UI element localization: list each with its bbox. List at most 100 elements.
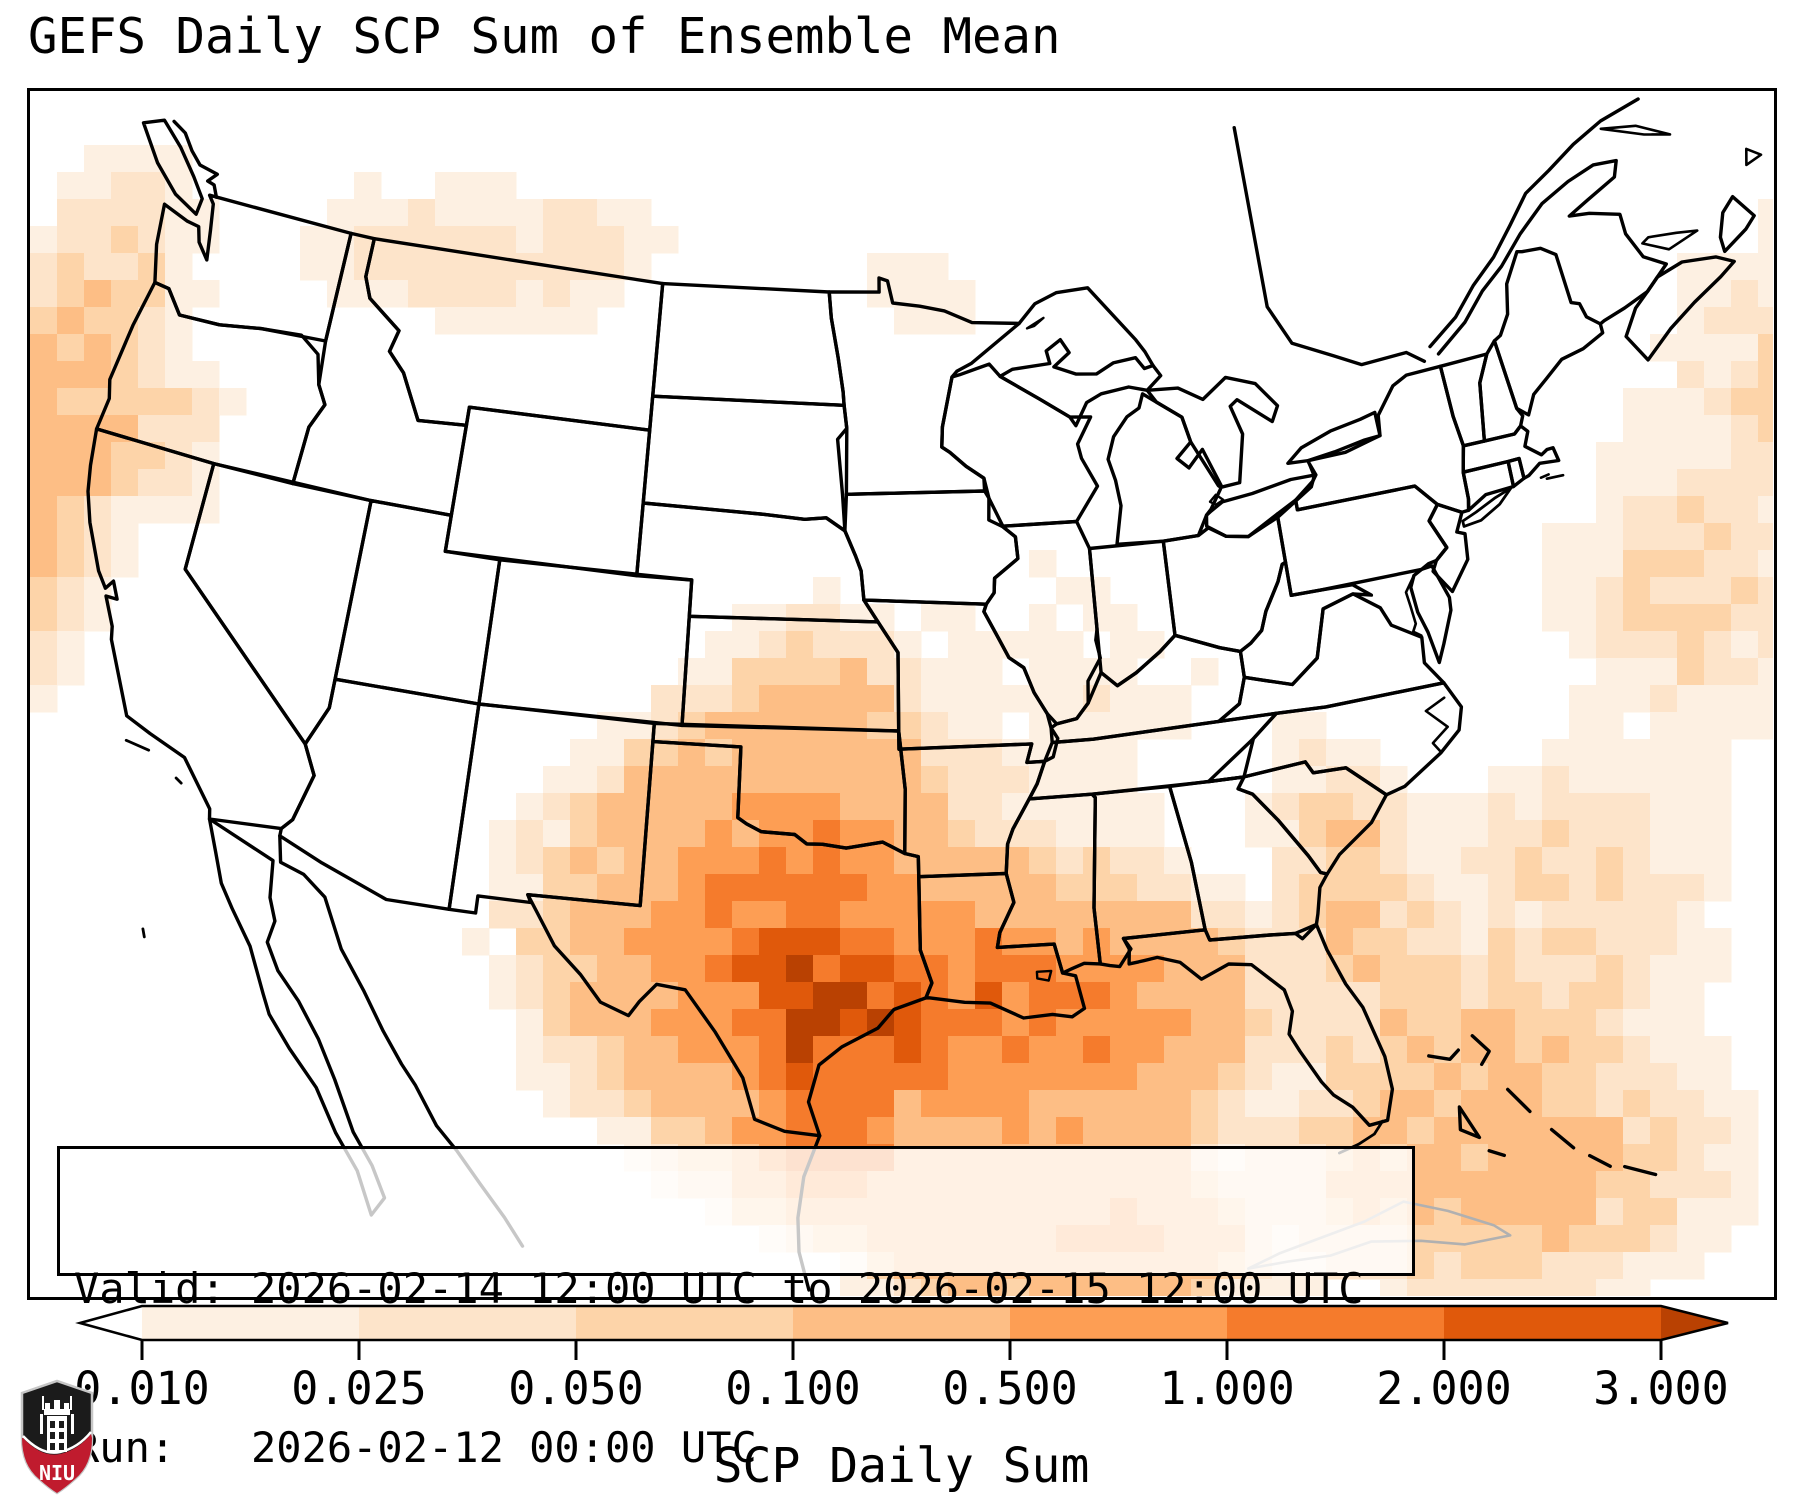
- geo-boundary-pei: [1641, 229, 1699, 251]
- heatmap-cell: [597, 1090, 625, 1118]
- heatmap-cell: [57, 442, 85, 470]
- heatmap-cell: [1245, 1063, 1273, 1091]
- heatmap-cell: [1326, 874, 1354, 902]
- heatmap-cell: [813, 1009, 841, 1037]
- heatmap-cell: [1542, 1144, 1570, 1172]
- heatmap-cell: [1542, 604, 1570, 632]
- heatmap-cell: [1623, 1279, 1651, 1296]
- heatmap-cell: [651, 1117, 679, 1145]
- heatmap-cell: [948, 793, 976, 821]
- heatmap-cell: [1758, 388, 1773, 416]
- heatmap-cell: [948, 955, 976, 983]
- heatmap-cell: [651, 685, 679, 713]
- heatmap-cell: [1569, 1198, 1597, 1226]
- heatmap-cell: [1002, 1279, 1030, 1296]
- heatmap-cell: [1704, 1225, 1732, 1253]
- heatmap-cell: [1461, 982, 1489, 1010]
- heatmap-cell: [1650, 1144, 1678, 1172]
- heatmap-cell: [786, 685, 814, 713]
- heatmap-cell: [138, 361, 166, 389]
- heatmap-cell: [489, 172, 517, 200]
- colorbar-segment: [793, 1306, 1011, 1340]
- heatmap-cell: [1191, 1009, 1219, 1037]
- heatmap-cell: [543, 199, 571, 227]
- heatmap-cell: [840, 847, 868, 875]
- heatmap-cell: [597, 982, 625, 1010]
- colorbar-segment: [576, 1306, 794, 1340]
- heatmap-cell: [1596, 847, 1624, 875]
- heatmap-cell: [1461, 901, 1489, 929]
- heatmap-cell: [1596, 1009, 1624, 1037]
- heatmap-cell: [1056, 766, 1084, 794]
- heatmap-cell: [84, 226, 112, 254]
- heatmap-cell: [597, 280, 625, 308]
- geo-boundary-superior_north: [1017, 286, 1155, 368]
- heatmap-cell: [624, 1063, 652, 1091]
- heatmap-cell: [300, 226, 328, 254]
- heatmap-cell: [1677, 523, 1705, 551]
- heatmap-cell: [543, 307, 571, 335]
- heatmap-cell: [1002, 1090, 1030, 1118]
- heatmap-cell: [1083, 955, 1111, 983]
- heatmap-cell: [1569, 1171, 1597, 1199]
- heatmap-cell: [921, 1090, 949, 1118]
- heatmap-cell: [1272, 1090, 1300, 1118]
- heatmap-cell: [651, 847, 679, 875]
- heatmap-cell: [1596, 1171, 1624, 1199]
- heatmap-cell: [1677, 280, 1705, 308]
- heatmap-cell: [1029, 820, 1057, 848]
- heatmap-cell: [975, 847, 1003, 875]
- heatmap-cell: [759, 928, 787, 956]
- heatmap-cell: [1515, 1036, 1543, 1064]
- geo-boundary-bahama_eleuthera: [1506, 1087, 1532, 1114]
- heatmap-cell: [1731, 469, 1759, 497]
- heatmap-cell: [921, 793, 949, 821]
- heatmap-cell: [84, 442, 112, 470]
- heatmap-cell: [624, 712, 652, 740]
- heatmap-cell: [705, 901, 733, 929]
- heatmap-cell: [1191, 1036, 1219, 1064]
- heatmap-cell: [57, 226, 85, 254]
- heatmap-cell: [111, 226, 139, 254]
- heatmap-cell: [1569, 1279, 1597, 1296]
- heatmap-cell: [1542, 1090, 1570, 1118]
- heatmap-cell: [651, 1063, 679, 1091]
- heatmap-cell: [1461, 1252, 1489, 1280]
- geo-boundary-me: [1492, 246, 1605, 417]
- heatmap-cell: [1677, 334, 1705, 362]
- heatmap-cell: [1704, 523, 1732, 551]
- heatmap-cell: [1650, 604, 1678, 632]
- heatmap-cell: [30, 631, 58, 659]
- heatmap-cell: [570, 847, 598, 875]
- heatmap-cell: [1110, 901, 1138, 929]
- heatmap-cell: [138, 388, 166, 416]
- heatmap-cell: [624, 226, 652, 254]
- heatmap-cell: [1758, 712, 1773, 740]
- heatmap-cell: [678, 982, 706, 1010]
- heatmap-cell: [165, 361, 193, 389]
- heatmap-cell: [1407, 874, 1435, 902]
- heatmap-cell: [1623, 1225, 1651, 1253]
- heatmap-cell: [921, 1009, 949, 1037]
- heatmap-cell: [1515, 1144, 1543, 1172]
- heatmap-cell: [489, 199, 517, 227]
- heatmap-cell: [516, 820, 544, 848]
- heatmap-cell: [975, 1036, 1003, 1064]
- heatmap-cell: [894, 1036, 922, 1064]
- heatmap-cell: [840, 604, 868, 632]
- heatmap-cell: [1623, 1009, 1651, 1037]
- heatmap-cell: [1596, 604, 1624, 632]
- heatmap-cell: [1272, 1036, 1300, 1064]
- heatmap-cell: [1164, 1090, 1192, 1118]
- heatmap-cell: [1569, 847, 1597, 875]
- heatmap-cell: [1461, 1171, 1489, 1199]
- geo-boundary-bahama_grand: [1427, 1048, 1460, 1061]
- heatmap-cell: [516, 253, 544, 281]
- heatmap-cell: [192, 226, 220, 254]
- heatmap-cell: [1299, 793, 1327, 821]
- heatmap-cell: [597, 1036, 625, 1064]
- heatmap-cell: [1461, 1090, 1489, 1118]
- heatmap-cell: [1677, 901, 1705, 929]
- heatmap-cell: [624, 199, 652, 227]
